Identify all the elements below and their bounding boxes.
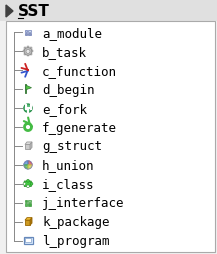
Polygon shape	[24, 165, 28, 169]
Text: c_function: c_function	[42, 65, 117, 77]
Text: l_program: l_program	[42, 234, 110, 247]
FancyBboxPatch shape	[25, 31, 27, 33]
Circle shape	[30, 183, 33, 185]
FancyBboxPatch shape	[25, 145, 30, 150]
FancyBboxPatch shape	[25, 200, 27, 202]
FancyBboxPatch shape	[28, 34, 31, 36]
Text: SST: SST	[18, 5, 50, 19]
Text: f_generate: f_generate	[42, 121, 117, 134]
FancyBboxPatch shape	[0, 0, 217, 22]
FancyBboxPatch shape	[24, 48, 26, 51]
Text: e_fork: e_fork	[42, 102, 87, 115]
FancyBboxPatch shape	[24, 54, 26, 56]
FancyBboxPatch shape	[6, 22, 215, 252]
FancyBboxPatch shape	[28, 203, 31, 206]
Polygon shape	[30, 142, 32, 150]
Circle shape	[27, 180, 29, 182]
Polygon shape	[6, 6, 13, 18]
Text: k_package: k_package	[42, 215, 110, 228]
FancyBboxPatch shape	[23, 237, 33, 244]
FancyBboxPatch shape	[28, 31, 31, 33]
FancyBboxPatch shape	[30, 48, 32, 51]
Polygon shape	[25, 218, 32, 220]
Circle shape	[27, 185, 29, 188]
FancyBboxPatch shape	[27, 55, 29, 57]
Circle shape	[26, 50, 30, 54]
Polygon shape	[30, 218, 32, 225]
Circle shape	[24, 104, 32, 113]
Polygon shape	[25, 142, 32, 145]
Polygon shape	[28, 162, 32, 165]
Circle shape	[24, 48, 32, 56]
FancyBboxPatch shape	[28, 200, 31, 202]
Polygon shape	[24, 162, 28, 165]
Text: b_task: b_task	[42, 46, 87, 59]
FancyBboxPatch shape	[25, 203, 27, 206]
FancyBboxPatch shape	[30, 54, 32, 56]
Polygon shape	[26, 86, 31, 90]
FancyBboxPatch shape	[25, 220, 30, 225]
Circle shape	[23, 183, 26, 185]
FancyBboxPatch shape	[25, 238, 31, 242]
FancyBboxPatch shape	[23, 51, 25, 53]
Text: i_class: i_class	[42, 178, 94, 190]
Text: d_begin: d_begin	[42, 83, 94, 96]
Text: j_interface: j_interface	[42, 196, 125, 209]
FancyBboxPatch shape	[27, 47, 29, 49]
Polygon shape	[28, 165, 32, 169]
FancyBboxPatch shape	[24, 181, 31, 187]
Text: h_union: h_union	[42, 159, 94, 172]
FancyBboxPatch shape	[25, 34, 27, 36]
FancyBboxPatch shape	[31, 51, 33, 53]
Text: g_struct: g_struct	[42, 140, 102, 153]
Text: a_module: a_module	[42, 27, 102, 40]
Circle shape	[24, 161, 32, 169]
